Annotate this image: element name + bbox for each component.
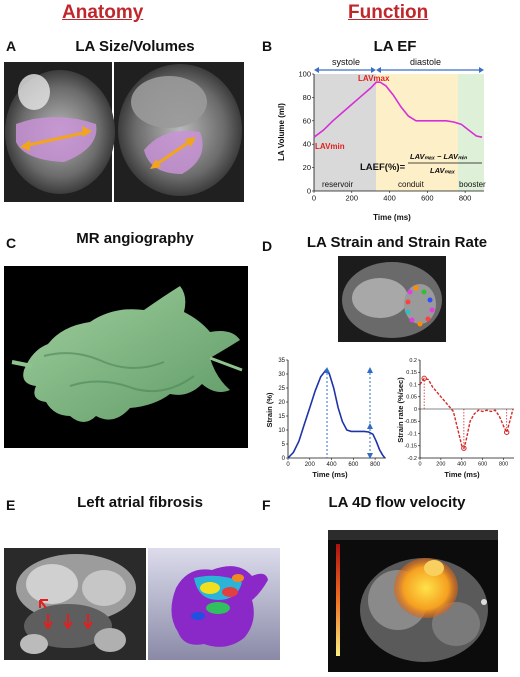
strain-rate-x-tick-label: 800 bbox=[499, 462, 508, 468]
strain-xlabel: Time (ms) bbox=[312, 470, 348, 479]
strain-y-tick-label: 10 bbox=[278, 428, 285, 434]
ef-x-tick-label: 800 bbox=[459, 194, 472, 203]
formula-denominator: LAVₘₐₓ bbox=[430, 166, 455, 175]
formula-lhs: LAEF(%)= bbox=[360, 162, 406, 173]
panel-e-letter: E bbox=[6, 497, 16, 513]
strain-rate-peak-marker bbox=[421, 375, 427, 382]
conduit-band bbox=[376, 74, 458, 191]
4d-flow-image bbox=[328, 530, 498, 672]
diastole-label: diastole bbox=[410, 57, 441, 67]
strain-y-tick-label: 30 bbox=[278, 372, 285, 378]
strain-rate-ylabel: Strain rate (%/sec) bbox=[396, 377, 405, 443]
strain-x-tick-label: 200 bbox=[305, 462, 316, 468]
strain-rate-x-tick-label: 600 bbox=[478, 462, 487, 468]
ef-x-tick-label: 0 bbox=[312, 194, 316, 203]
panel-a-letter: A bbox=[6, 38, 17, 54]
panel-a-title: LA Size/Volumes bbox=[75, 38, 195, 55]
strain-rate-y-tick-label: 0.05 bbox=[406, 395, 417, 401]
strain-rate-y-tick-label: -0.05 bbox=[404, 419, 417, 425]
strain-charts: 0 200 400 600 800 0 5 10 15 20 25 30 35 Time (ms) St… bbox=[262, 350, 520, 480]
strain-rate-axes: 0 200 400 600 800 -0.2 -0.15 -0.1 -0.05 0 0.05 0.1 0… bbox=[404, 358, 514, 468]
strain-series bbox=[287, 368, 386, 459]
la-ef-chart: 0 200 400 600 800 0 20 40 60 80 100 systole diasto… bbox=[270, 54, 520, 224]
panel-d-title: LA Strain and Strain Rate bbox=[306, 234, 488, 251]
ef-x-tick-label: 600 bbox=[421, 194, 434, 203]
strain-x-tick-label: 800 bbox=[370, 462, 381, 468]
ef-xlabel: Time (ms) bbox=[373, 213, 411, 222]
panel-e-title: Left atrial fibrosis bbox=[77, 494, 203, 511]
panel-b-letter: B bbox=[262, 38, 273, 54]
strain-y-tick-label: 35 bbox=[278, 358, 285, 364]
la-size-mri-image bbox=[4, 62, 244, 202]
strain-x-tick-label: 600 bbox=[348, 462, 359, 468]
fibrosis-map-image bbox=[148, 548, 280, 660]
ef-x-tick-label: 200 bbox=[346, 194, 359, 203]
lavmin-label: LAVmin bbox=[315, 142, 345, 151]
anatomy-header: Anatomy bbox=[62, 2, 144, 23]
panel-f-title: LA 4D flow velocity bbox=[328, 494, 466, 511]
strain-rate-series bbox=[419, 377, 514, 450]
lavmax-label: LAVmax bbox=[358, 74, 390, 83]
ef-ylabel: LA Volume (ml) bbox=[277, 103, 286, 161]
ef-y-tick-label: 80 bbox=[303, 93, 311, 102]
ef-x-tick-label: 400 bbox=[383, 194, 396, 203]
strain-y-tick-label: 0 bbox=[282, 456, 286, 462]
strain-x-tick-label: 400 bbox=[327, 462, 338, 468]
strain-rate-y-tick-label: 0.1 bbox=[409, 382, 417, 388]
strain-y-tick-label: 5 bbox=[282, 442, 286, 448]
panel-b-title: LA EF bbox=[373, 38, 417, 55]
function-header: Function bbox=[348, 2, 429, 23]
ef-y-tick-label: 0 bbox=[307, 187, 311, 196]
strain-rate-x-tick-label: 400 bbox=[457, 462, 466, 468]
reservoir-label: reservoir bbox=[322, 180, 353, 189]
systole-label: systole bbox=[332, 57, 360, 67]
strain-rate-y-tick-label: 0.2 bbox=[409, 358, 417, 364]
ef-y-tick-label: 100 bbox=[298, 70, 311, 79]
strain-y-tick-label: 20 bbox=[278, 400, 285, 406]
strain-rate-x-tick-label: 200 bbox=[436, 462, 445, 468]
panel-f-letter: F bbox=[262, 497, 271, 513]
strain-rate-peak-marker bbox=[461, 445, 467, 451]
strain-rate-y-tick-label: -0.15 bbox=[404, 444, 417, 450]
ef-axes: 0 200 400 600 800 0 20 40 60 80 100 bbox=[298, 70, 484, 203]
strain-mri-image bbox=[338, 256, 446, 342]
panel-c-letter: C bbox=[6, 235, 17, 251]
mr-angiography-image bbox=[4, 266, 248, 448]
strain-y-tick-label: 15 bbox=[278, 414, 285, 420]
strain-rate-y-tick-label: 0.15 bbox=[406, 370, 417, 376]
panel-d-letter: D bbox=[262, 238, 273, 254]
panel-c-title: MR angiography bbox=[76, 230, 194, 247]
la-volume-series bbox=[313, 81, 483, 138]
ef-y-tick-label: 40 bbox=[303, 140, 311, 149]
strain-rate-peak-marker bbox=[503, 429, 510, 435]
formula-numerator: LAVₘₐₓ − LAVₘᵢₙ bbox=[410, 152, 468, 161]
strain-x-tick-label: 0 bbox=[286, 462, 290, 468]
ef-y-tick-label: 20 bbox=[303, 163, 311, 172]
conduit-label: conduit bbox=[398, 180, 425, 189]
ef-y-tick-label: 60 bbox=[303, 116, 311, 125]
strain-rate-y-tick-label: 0 bbox=[414, 407, 417, 413]
strain-rate-xlabel: Time (ms) bbox=[444, 470, 480, 479]
reservoir-band bbox=[314, 74, 376, 191]
booster-label: booster bbox=[459, 180, 486, 189]
strain-y-tick-label: 25 bbox=[278, 386, 285, 392]
strain-rate-x-tick-label: 0 bbox=[418, 462, 421, 468]
lge-mri-image bbox=[4, 548, 146, 660]
strain-ylabel: Strain (%) bbox=[265, 392, 274, 428]
velocity-colorbar bbox=[336, 544, 340, 656]
strain-rate-y-tick-label: -0.2 bbox=[408, 456, 417, 462]
strain-rate-y-tick-label: -0.1 bbox=[408, 431, 417, 437]
